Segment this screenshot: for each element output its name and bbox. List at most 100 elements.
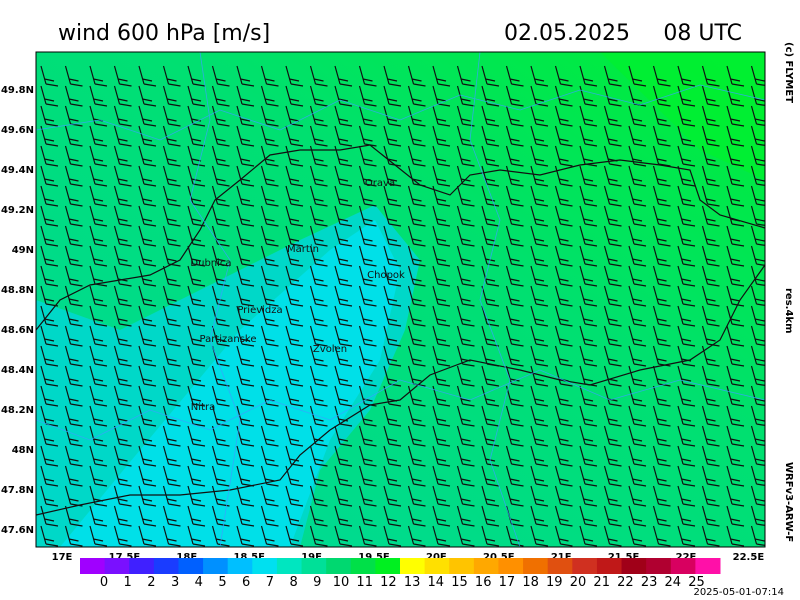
wind-barb [750, 345, 765, 367]
wind-barb [456, 165, 475, 187]
wind-barb [456, 365, 475, 387]
wind-barb [432, 385, 451, 407]
wind-barb [750, 205, 765, 227]
wind-barb [89, 365, 108, 387]
wind-barb [530, 245, 549, 267]
wind-barb [211, 305, 230, 327]
wind-barb [162, 385, 181, 407]
wind-barb [40, 485, 59, 507]
wind-barb [579, 485, 598, 507]
wind-barb [162, 65, 181, 87]
wind-barb [505, 165, 524, 187]
wind-barb [603, 145, 622, 167]
wind-barb [334, 125, 353, 147]
wind-barb [260, 65, 279, 87]
colorbar-label: 22 [617, 575, 634, 590]
wind-barb [40, 85, 59, 107]
wind-barb [40, 145, 59, 167]
wind-barb [628, 425, 647, 447]
wind-barb [750, 125, 765, 147]
wind-barb [383, 345, 402, 367]
lat-label: 49.4N [1, 165, 34, 176]
wind-barb [40, 65, 59, 87]
wind-barb [64, 365, 83, 387]
wind-barb [505, 145, 524, 167]
wind-barb [64, 305, 83, 327]
wind-barb [579, 205, 598, 227]
wind-barb [236, 325, 255, 347]
wind-barb [407, 225, 426, 247]
wind-barb [628, 185, 647, 207]
wind-barb [652, 125, 671, 147]
wind-barb [187, 205, 206, 227]
wind-barb [211, 445, 230, 467]
wind-barb [456, 145, 475, 167]
wind-barb [383, 365, 402, 387]
wind-barb [505, 245, 524, 267]
wind-barb [162, 285, 181, 307]
lat-label: 48.4N [1, 365, 34, 376]
wind-barb [138, 305, 157, 327]
wind-barb [334, 425, 353, 447]
wind-barb [40, 205, 59, 227]
wind-barb [236, 445, 255, 467]
colorbar-label: 6 [242, 575, 250, 590]
wind-barb [554, 205, 573, 227]
wind-barb [211, 405, 230, 427]
wind-barb [89, 505, 108, 527]
wind-barb [726, 385, 745, 407]
wind-barb [89, 285, 108, 307]
wind-barb [432, 485, 451, 507]
wind-barb [113, 365, 132, 387]
colorbar-label: 4 [195, 575, 203, 590]
colorbar-swatch [301, 558, 327, 574]
wind-barb [628, 365, 647, 387]
wind-barb [505, 345, 524, 367]
wind-barb [603, 345, 622, 367]
wind-barb [750, 265, 765, 287]
wind-barb [701, 485, 720, 507]
wind-barb [726, 505, 745, 527]
city-label: Orava [365, 178, 395, 189]
wind-barb [236, 245, 255, 267]
lat-label: 47.6N [1, 525, 34, 536]
wind-barb [89, 145, 108, 167]
colorbar-label: 11 [356, 575, 373, 590]
colorbar-label: 8 [289, 575, 297, 590]
wind-barb [334, 365, 353, 387]
wind-barb [530, 305, 549, 327]
wind-barb [628, 65, 647, 87]
wind-barb [554, 245, 573, 267]
colorbar-label: 15 [451, 575, 468, 590]
wind-barb [481, 345, 500, 367]
wind-barb [285, 345, 304, 367]
wind-barb [260, 525, 279, 547]
wind-barb [677, 85, 696, 107]
wind-barb [162, 485, 181, 507]
wind-barb [236, 265, 255, 287]
wind-barb [530, 485, 549, 507]
wind-barb [64, 345, 83, 367]
wind-barb [358, 245, 377, 267]
colorbar-swatch [572, 558, 598, 574]
wind-barb [358, 265, 377, 287]
wind-barb [285, 525, 304, 547]
wind-barb [162, 445, 181, 467]
wind-barb [603, 265, 622, 287]
wind-barb [113, 185, 132, 207]
wind-barb [383, 65, 402, 87]
colorbar-label: 5 [218, 575, 226, 590]
wind-barb [677, 445, 696, 467]
colorbar-label: 21 [593, 575, 610, 590]
wind-barb [334, 525, 353, 547]
wind-barb [677, 465, 696, 487]
wind-barb [89, 205, 108, 227]
wind-barb [701, 465, 720, 487]
wind-barb [652, 345, 671, 367]
wind-barb [138, 165, 157, 187]
wind-barb [285, 245, 304, 267]
wind-barb [750, 505, 765, 527]
wind-barb [211, 125, 230, 147]
wind-barb [726, 345, 745, 367]
wind-barb [628, 265, 647, 287]
